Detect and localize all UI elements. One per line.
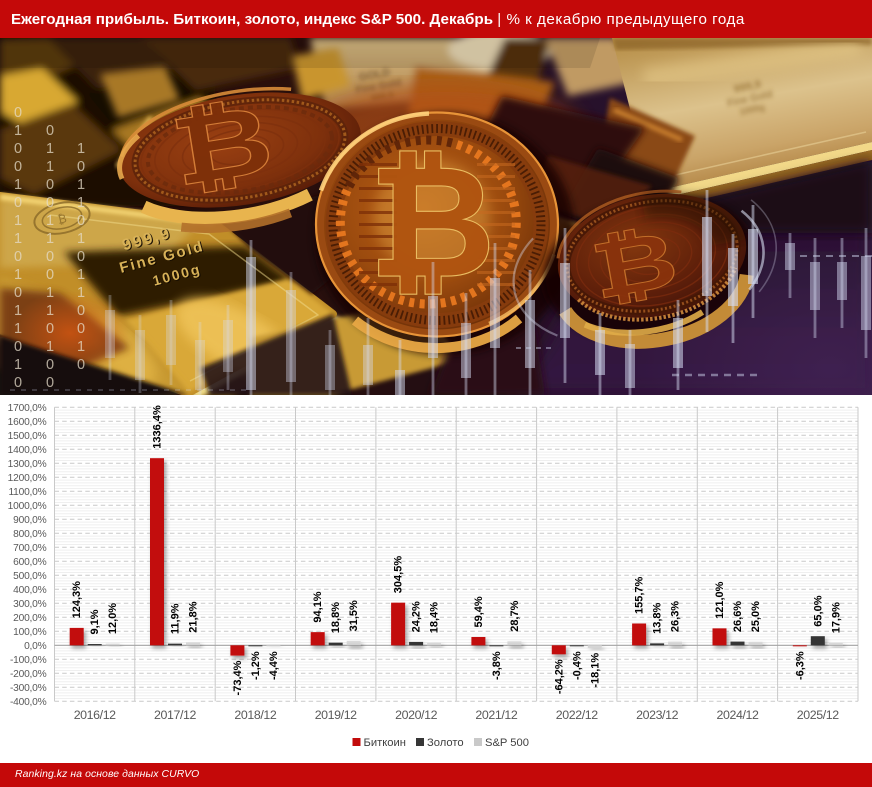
svg-text:155,7%: 155,7% <box>634 576 646 614</box>
svg-text:1000,0%: 1000,0% <box>8 501 47 512</box>
svg-text:-4,4%: -4,4% <box>268 651 280 680</box>
svg-text:18,4%: 18,4% <box>429 602 441 633</box>
svg-text:1500,0%: 1500,0% <box>8 431 47 442</box>
svg-text:18,8%: 18,8% <box>330 602 342 633</box>
svg-text:-300,0%: -300,0% <box>10 683 47 694</box>
svg-text:121,0%: 121,0% <box>714 581 726 619</box>
svg-text:-200,0%: -200,0% <box>10 669 47 680</box>
svg-text:0,0%: 0,0% <box>24 641 47 652</box>
svg-text:124,3%: 124,3% <box>71 581 83 619</box>
svg-text:1200,0%: 1200,0% <box>8 473 47 484</box>
svg-text:2024/12: 2024/12 <box>717 708 759 722</box>
svg-text:300,0%: 300,0% <box>13 599 46 610</box>
svg-text:26,3%: 26,3% <box>670 601 682 632</box>
svg-text:₿: ₿ <box>56 211 68 227</box>
svg-text:1600,0%: 1600,0% <box>8 417 47 428</box>
svg-text:2018/12: 2018/12 <box>234 708 276 722</box>
svg-text:59,4%: 59,4% <box>473 596 485 627</box>
svg-text:28,7%: 28,7% <box>509 600 521 631</box>
svg-text:₿: ₿ <box>165 86 280 206</box>
svg-text:25,0%: 25,0% <box>750 601 762 632</box>
svg-text:S&P 500: S&P 500 <box>485 737 529 749</box>
svg-text:2021/12: 2021/12 <box>475 708 517 722</box>
svg-text:-400,0%: -400,0% <box>10 697 47 708</box>
svg-text:11,9%: 11,9% <box>170 603 182 634</box>
svg-text:800,0%: 800,0% <box>13 529 46 540</box>
svg-text:304,5%: 304,5% <box>393 556 405 594</box>
svg-text:31,5%: 31,5% <box>348 600 360 631</box>
svg-text:-1,2%: -1,2% <box>250 651 262 680</box>
svg-text:₿: ₿ <box>369 136 495 309</box>
svg-text:400,0%: 400,0% <box>13 585 46 596</box>
svg-text:2022/12: 2022/12 <box>556 708 598 722</box>
svg-text:900,0%: 900,0% <box>13 515 46 526</box>
svg-text:200,0%: 200,0% <box>13 613 46 624</box>
svg-text:13,8%: 13,8% <box>652 602 664 633</box>
svg-text:1700,0%: 1700,0% <box>8 403 47 414</box>
svg-text:94,1%: 94,1% <box>312 591 324 622</box>
svg-text:9,1%: 9,1% <box>89 609 101 634</box>
svg-text:12,0%: 12,0% <box>107 603 119 634</box>
svg-text:600,0%: 600,0% <box>13 557 46 568</box>
svg-text:500,0%: 500,0% <box>13 571 46 582</box>
svg-text:1300,0%: 1300,0% <box>8 459 47 470</box>
svg-text:₿: ₿ <box>585 216 683 316</box>
svg-text:2025/12: 2025/12 <box>797 708 839 722</box>
svg-text:1336,4%: 1336,4% <box>152 405 164 449</box>
svg-text:GOLD: GOLD <box>358 66 391 83</box>
svg-text:1400,0%: 1400,0% <box>8 445 47 456</box>
svg-text:26,6%: 26,6% <box>732 601 744 632</box>
svg-text:2023/12: 2023/12 <box>636 708 678 722</box>
svg-text:-6,3%: -6,3% <box>794 651 806 680</box>
svg-text:2019/12: 2019/12 <box>315 708 357 722</box>
svg-text:24,2%: 24,2% <box>411 601 423 632</box>
svg-text:100,0%: 100,0% <box>13 627 46 638</box>
svg-text:Биткоин: Биткоин <box>364 737 406 749</box>
svg-text:2020/12: 2020/12 <box>395 708 437 722</box>
svg-text:-3,8%: -3,8% <box>491 651 503 680</box>
svg-text:1100,0%: 1100,0% <box>8 487 46 498</box>
svg-text:2016/12: 2016/12 <box>74 708 116 722</box>
svg-text:65,0%: 65,0% <box>812 595 824 626</box>
svg-text:-18,1%: -18,1% <box>589 653 601 688</box>
svg-text:-0,4%: -0,4% <box>571 651 583 680</box>
svg-text:Золото: Золото <box>427 737 464 749</box>
svg-text:-64,2%: -64,2% <box>553 659 565 694</box>
svg-text:999,9: 999,9 <box>733 78 762 95</box>
svg-text:21,8%: 21,8% <box>188 601 200 632</box>
svg-text:17,9%: 17,9% <box>830 602 842 633</box>
svg-text:-73,4%: -73,4% <box>232 660 244 695</box>
svg-text:-100,0%: -100,0% <box>10 655 47 666</box>
svg-text:700,0%: 700,0% <box>13 543 46 554</box>
svg-text:2017/12: 2017/12 <box>154 708 196 722</box>
